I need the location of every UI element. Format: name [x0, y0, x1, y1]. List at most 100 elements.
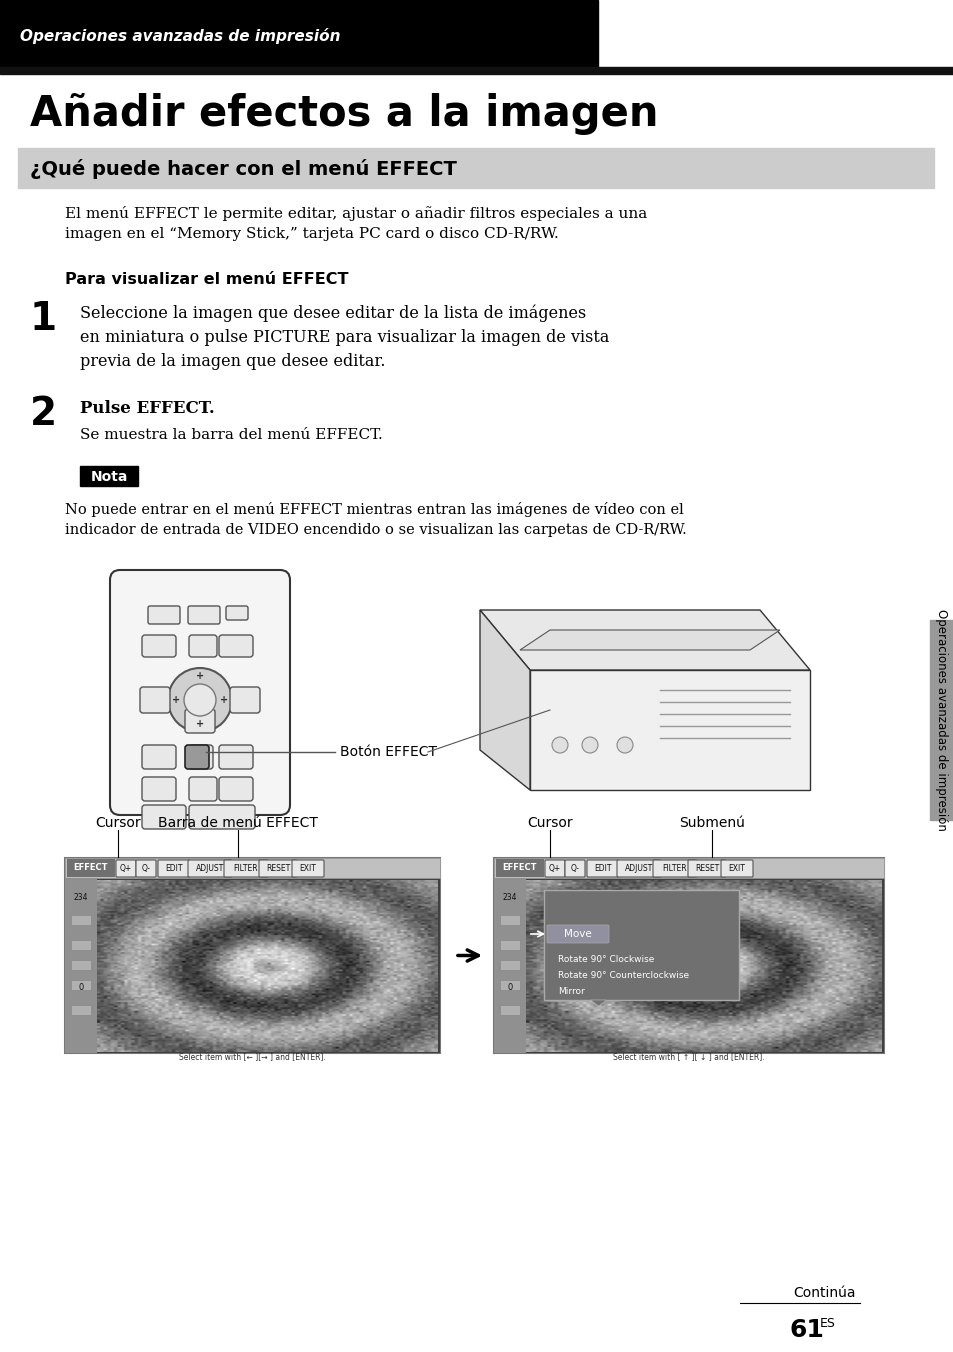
Bar: [65, 859, 439, 877]
FancyBboxPatch shape: [586, 860, 618, 877]
FancyBboxPatch shape: [142, 745, 175, 769]
Text: 2: 2: [30, 395, 57, 433]
Text: Cursor: Cursor: [527, 817, 572, 830]
Text: ADJUST: ADJUST: [195, 864, 224, 873]
Bar: [18, 147, 933, 188]
Text: Añadir efectos a la imagen: Añadir efectos a la imagen: [30, 93, 658, 135]
FancyBboxPatch shape: [189, 635, 216, 657]
Text: +: +: [220, 695, 228, 704]
Text: 1: 1: [30, 300, 57, 338]
Text: Rotate 90° Counterclockwise: Rotate 90° Counterclockwise: [558, 972, 688, 980]
Text: Cursor: Cursor: [95, 817, 141, 830]
Text: Q+: Q+: [120, 864, 132, 873]
Text: EXIT: EXIT: [728, 864, 744, 873]
FancyBboxPatch shape: [188, 860, 232, 877]
Text: Operaciones avanzadas de impresión: Operaciones avanzadas de impresión: [935, 608, 947, 831]
Polygon shape: [479, 610, 530, 790]
Text: EFFECT: EFFECT: [73, 864, 108, 872]
FancyBboxPatch shape: [142, 777, 175, 800]
Bar: [543, 890, 739, 1000]
Bar: [499, 915, 519, 925]
Circle shape: [581, 737, 598, 753]
FancyBboxPatch shape: [140, 687, 170, 713]
Text: 0: 0: [78, 983, 84, 992]
Bar: [67, 859, 115, 877]
FancyBboxPatch shape: [617, 860, 660, 877]
FancyBboxPatch shape: [546, 925, 608, 942]
FancyBboxPatch shape: [564, 860, 584, 877]
Bar: [71, 1005, 91, 1015]
Bar: [494, 859, 883, 1053]
Polygon shape: [479, 610, 809, 671]
Bar: [0, 0, 598, 68]
Text: +: +: [195, 671, 204, 681]
Bar: [496, 859, 543, 877]
Bar: [71, 915, 91, 925]
Bar: [929, 621, 953, 821]
Bar: [65, 859, 439, 1053]
Text: EXIT: EXIT: [299, 864, 316, 873]
FancyBboxPatch shape: [224, 860, 268, 877]
Text: +: +: [195, 719, 204, 729]
Text: ADJUST: ADJUST: [624, 864, 653, 873]
Text: EFFECT: EFFECT: [502, 864, 537, 872]
Bar: [65, 877, 97, 1053]
Text: Move: Move: [563, 929, 591, 940]
Text: Mirror: Mirror: [558, 987, 584, 996]
Polygon shape: [519, 630, 780, 650]
Text: FILTER: FILTER: [662, 864, 686, 873]
Text: EDIT: EDIT: [165, 864, 183, 873]
Text: Nota: Nota: [91, 470, 128, 484]
FancyBboxPatch shape: [687, 860, 725, 877]
FancyBboxPatch shape: [219, 777, 253, 800]
FancyBboxPatch shape: [185, 745, 209, 769]
Text: Pulse EFFECT.: Pulse EFFECT.: [80, 400, 214, 416]
Text: El menú EFFECT le permite editar, ajustar o añadir filtros especiales a una
imag: El menú EFFECT le permite editar, ajusta…: [65, 206, 646, 241]
Text: RESET: RESET: [694, 864, 719, 873]
Bar: [499, 960, 519, 969]
FancyBboxPatch shape: [136, 860, 156, 877]
FancyBboxPatch shape: [219, 635, 253, 657]
Text: 0: 0: [507, 983, 512, 992]
FancyBboxPatch shape: [189, 745, 213, 769]
Text: Q+: Q+: [548, 864, 560, 873]
Polygon shape: [590, 1000, 606, 1006]
FancyBboxPatch shape: [188, 606, 220, 625]
Text: Para visualizar el menú EFFECT: Para visualizar el menú EFFECT: [65, 272, 348, 287]
Bar: [525, 877, 883, 1053]
FancyBboxPatch shape: [230, 687, 260, 713]
Bar: [0, 68, 953, 74]
Bar: [499, 1005, 519, 1015]
FancyBboxPatch shape: [158, 860, 190, 877]
Bar: [97, 877, 439, 1053]
Bar: [494, 877, 525, 1053]
Text: No puede entrar en el menú EFFECT mientras entran las imágenes de vídeo con el
i: No puede entrar en el menú EFFECT mientr…: [65, 502, 686, 537]
Text: Q-: Q-: [141, 864, 151, 873]
Text: Botón EFFECT: Botón EFFECT: [339, 745, 436, 758]
Polygon shape: [530, 671, 809, 790]
Text: Se muestra la barra del menú EFFECT.: Se muestra la barra del menú EFFECT.: [80, 429, 382, 442]
Text: Select item with [ ↑ ][ ↓ ] and [ENTER].: Select item with [ ↑ ][ ↓ ] and [ENTER].: [613, 1052, 764, 1061]
Bar: [494, 859, 883, 877]
Text: 234: 234: [73, 894, 89, 902]
FancyBboxPatch shape: [189, 777, 216, 800]
FancyBboxPatch shape: [142, 635, 175, 657]
Circle shape: [168, 668, 232, 731]
Circle shape: [552, 737, 567, 753]
FancyBboxPatch shape: [185, 708, 214, 733]
Circle shape: [617, 737, 633, 753]
Circle shape: [184, 684, 215, 717]
Text: Rotate 90° Clockwise: Rotate 90° Clockwise: [558, 956, 654, 964]
FancyBboxPatch shape: [142, 804, 186, 829]
Text: ES: ES: [820, 1317, 835, 1330]
Text: Seleccione la imagen que desee editar de la lista de imágenes
en miniatura o pul: Seleccione la imagen que desee editar de…: [80, 304, 609, 370]
Bar: [71, 960, 91, 969]
FancyBboxPatch shape: [189, 804, 254, 829]
Text: RESET: RESET: [266, 864, 290, 873]
FancyBboxPatch shape: [226, 606, 248, 621]
FancyBboxPatch shape: [148, 606, 180, 625]
FancyBboxPatch shape: [110, 571, 290, 815]
Text: Q-: Q-: [570, 864, 578, 873]
FancyBboxPatch shape: [219, 745, 253, 769]
FancyBboxPatch shape: [292, 860, 324, 877]
